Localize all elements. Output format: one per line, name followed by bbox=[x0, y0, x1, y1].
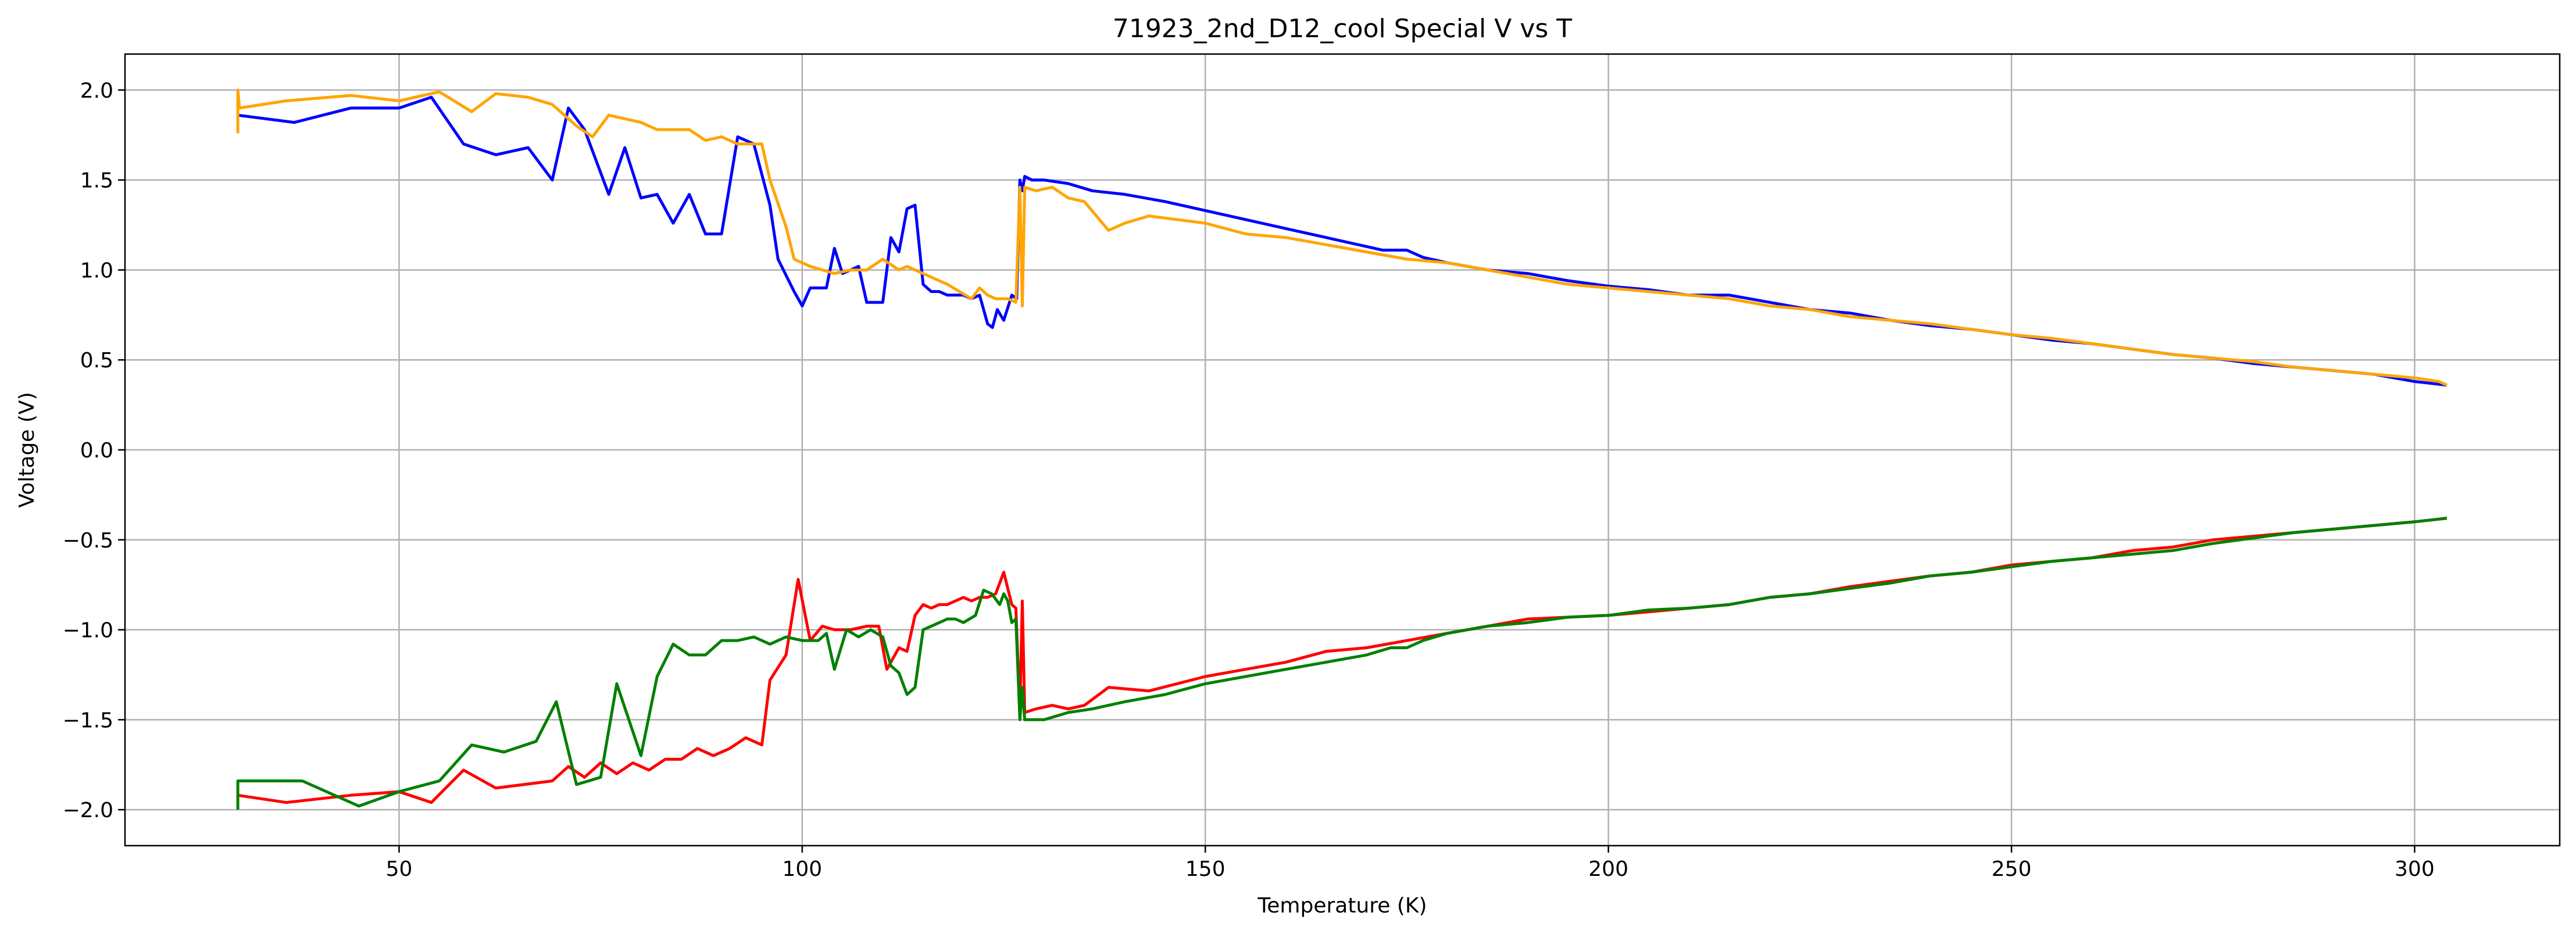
series-line-1 bbox=[237, 95, 2448, 387]
series-line-2 bbox=[236, 88, 2448, 387]
y-tick-label: −2.0 bbox=[63, 799, 113, 822]
y-tick-label: 0.0 bbox=[80, 439, 113, 463]
y-axis-label: Voltage (V) bbox=[15, 392, 39, 507]
x-axis-label: Temperature (K) bbox=[1257, 894, 1427, 918]
y-tick-label: −1.5 bbox=[63, 708, 113, 732]
y-tick-label: 1.0 bbox=[80, 259, 113, 282]
y-tick-label: 0.5 bbox=[80, 349, 113, 373]
x-tick-label: 150 bbox=[1185, 857, 1226, 881]
x-tick-label: 100 bbox=[783, 857, 823, 881]
x-tick-label: 50 bbox=[386, 857, 413, 881]
y-tick-label: −0.5 bbox=[63, 529, 113, 553]
ticks: 50 100 150 200 250 300 −2.0 −1.5 −1.0 −0.5 0.0 0.5 1… bbox=[63, 79, 2435, 881]
x-tick-label: 250 bbox=[1992, 857, 2032, 881]
y-tick-label: 2.0 bbox=[80, 79, 113, 103]
series-line-3 bbox=[237, 517, 2448, 804]
x-tick-label: 300 bbox=[2395, 857, 2435, 881]
series-line-4 bbox=[236, 517, 2448, 810]
y-tick-label: −1.0 bbox=[63, 619, 113, 643]
x-tick-label: 200 bbox=[1588, 857, 1628, 881]
grid bbox=[125, 54, 2560, 846]
y-tick-label: 1.5 bbox=[80, 169, 113, 193]
chart-title: 71923_2nd_D12_cool Special V vs T bbox=[1113, 14, 1572, 44]
series-layer bbox=[236, 88, 2448, 810]
